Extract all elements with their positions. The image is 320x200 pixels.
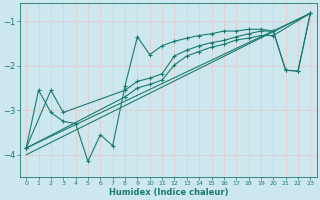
X-axis label: Humidex (Indice chaleur): Humidex (Indice chaleur) [108, 188, 228, 197]
